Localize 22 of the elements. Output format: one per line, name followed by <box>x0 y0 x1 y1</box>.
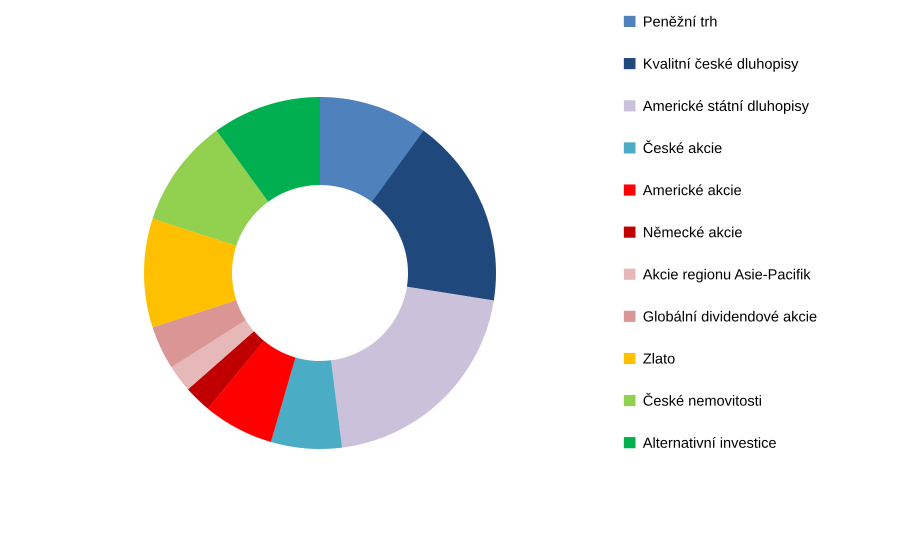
legend-label: Americké akcie <box>642 184 742 196</box>
donut-slice <box>331 286 494 448</box>
legend-label: Americké státní dluhopisy <box>642 100 809 114</box>
donut-slice <box>144 218 236 328</box>
donut-slice <box>152 300 246 368</box>
donut-slice <box>208 340 296 442</box>
legend-label: Kvalitní české dluhopisy <box>644 58 798 72</box>
donut-slice <box>216 97 320 202</box>
legend-label: Alternativní investice <box>642 437 776 448</box>
donut-slice <box>152 130 268 246</box>
legend-label: Německé akcie <box>644 226 742 238</box>
legend-label: Akcie regionu Asie-Pacifik <box>642 268 811 282</box>
legend-label: Peněžní trh <box>644 16 716 27</box>
donut-slice <box>171 320 254 390</box>
legend-label: České nemovitosti <box>644 392 761 406</box>
donut-slice <box>188 331 264 409</box>
donut-slice <box>320 97 424 202</box>
donut-slice <box>270 358 342 449</box>
legend-label: Zlato <box>643 352 675 364</box>
donut-slice <box>372 130 496 301</box>
legend-label: České akcie <box>644 140 722 154</box>
legend-label: Globální dividendové akcie <box>644 310 816 322</box>
